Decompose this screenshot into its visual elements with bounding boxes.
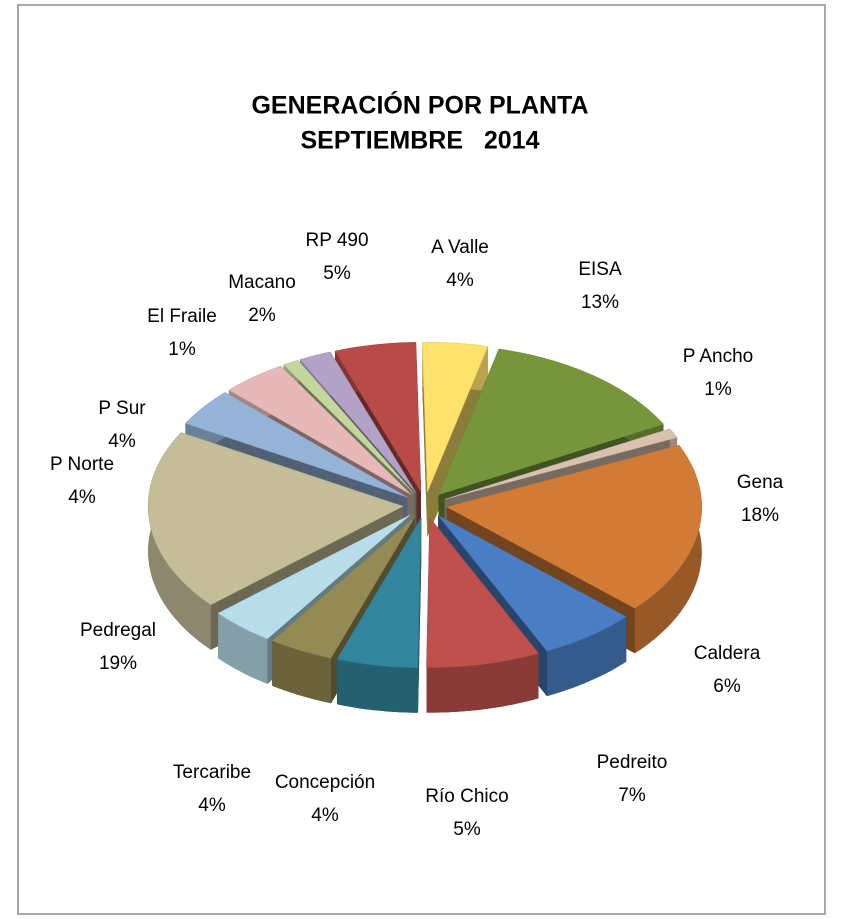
slice-top [283,359,415,494]
slice-top [437,515,627,652]
slice-value-label: 19% [99,653,137,674]
slice-label: RP 490 [305,230,368,251]
slice-top [336,516,422,668]
slice-label: P Norte [50,454,114,475]
slice-top [426,516,539,668]
slice-top [422,341,489,493]
chart-title: GENERACIÓN POR PLANTA [251,90,588,120]
pie-slice [446,444,702,654]
slice-top [446,444,702,609]
slice-wall [426,653,539,713]
slice-label: Gena [737,472,784,493]
slice-label: EISA [578,259,622,280]
slice-top [444,428,678,500]
slice-label: P Sur [98,398,146,419]
slice-wall [337,659,418,713]
chart-subtitle: SEPTIEMBRE 2014 [301,127,540,155]
slice-top [438,348,664,496]
slice-top [228,365,412,496]
slice-wall [218,613,268,684]
slice-label: Caldera [694,643,761,664]
slice-value-label: 1% [168,339,196,360]
slice-value-label: 4% [446,270,474,291]
slice-label: A Valle [431,237,489,258]
slice-top [271,516,416,659]
pie-slice [336,516,422,713]
slice-top [147,432,404,606]
chart-frame [17,4,826,915]
slice-value-label: 4% [198,795,226,816]
slice-value-label: 18% [741,505,779,526]
slice-value-label: 13% [581,292,619,313]
slice-label: El Fraile [147,306,217,327]
slice-label: Tercaribe [173,762,251,783]
slice-label: P Ancho [683,346,753,367]
slice-label: Río Chico [425,786,508,807]
slice-label: Pedregal [80,620,156,641]
slice-value-label: 4% [311,805,339,826]
pie-slice [426,516,539,713]
slice-top [217,514,411,640]
slice-label: Concepción [275,772,375,793]
slice-value-label: 6% [713,676,741,697]
slice-wall [546,616,627,697]
slice-label: Macano [228,272,296,293]
slice-value-label: 7% [618,785,646,806]
slice-value-label: 5% [323,263,351,284]
slice-top [334,342,422,494]
slice-value-label: 5% [453,819,481,840]
slice-label: Pedreito [597,752,668,773]
slice-top [299,351,417,494]
slice-value-label: 1% [704,379,732,400]
slice-value-label: 2% [248,305,276,326]
slice-top [184,392,408,498]
slice-value-label: 4% [68,487,96,508]
slice-side [422,342,428,538]
slice-value-label: 4% [108,431,136,452]
slice-wall [272,640,331,704]
